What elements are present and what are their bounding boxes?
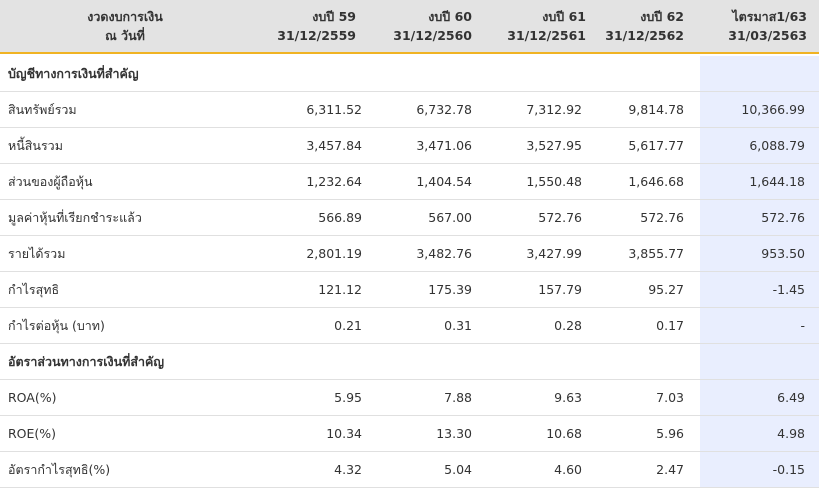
table-row: ROE(%) 10.34 13.30 10.68 5.96 4.98: [0, 416, 819, 452]
header-fy61-title: งบปี 61: [542, 9, 586, 24]
header-fy59-title: งบปี 59: [312, 9, 356, 24]
section-highlight-cell: [700, 56, 819, 91]
value-cell: 0.31: [444, 318, 472, 333]
header-fy62-date: 31/12/2562: [605, 28, 684, 43]
value-cell: 3,527.95: [526, 138, 582, 153]
value-cell: 6,311.52: [306, 102, 362, 117]
row-label: หนี้สินรวม: [8, 137, 63, 153]
section-header: บัญชีทางการเงินที่สำคัญ: [0, 56, 819, 92]
value-cell: 6,088.79: [700, 128, 819, 163]
value-cell: 3,482.76: [416, 246, 472, 261]
value-cell: 1,646.68: [628, 174, 684, 189]
value-cell: 5.04: [444, 462, 472, 477]
value-cell: 7.88: [444, 390, 472, 405]
value-cell: 157.79: [538, 282, 582, 297]
value-cell: 3,457.84: [306, 138, 362, 153]
value-cell: 3,427.99: [526, 246, 582, 261]
value-cell: 566.89: [318, 210, 362, 225]
value-cell: 4.98: [700, 416, 819, 451]
header-fy62: งบปี 62 31/12/2562: [590, 0, 700, 52]
table-row: กำไรต่อหุ้น (บาท) 0.21 0.31 0.28 0.17 -: [0, 308, 819, 344]
value-cell: 5,617.77: [628, 138, 684, 153]
row-label: กำไรต่อหุ้น (บาท): [8, 317, 105, 333]
header-period: งวดงบการเงิน ณ วันที่: [0, 0, 250, 52]
value-cell: 3,855.77: [628, 246, 684, 261]
table-row: ROA(%) 5.95 7.88 9.63 7.03 6.49: [0, 380, 819, 416]
section-header: อัตราส่วนทางการเงินที่สำคัญ: [0, 344, 819, 380]
table-row: กำไรสุทธิ 121.12 175.39 157.79 95.27 -1.45: [0, 272, 819, 308]
table-row: อัตรากำไรสุทธิ(%) 4.32 5.04 4.60 2.47 -0.15: [0, 452, 819, 488]
value-cell: 13.30: [436, 426, 472, 441]
value-cell: 9,814.78: [628, 102, 684, 117]
value-cell: 953.50: [700, 236, 819, 271]
row-label: กำไรสุทธิ: [8, 281, 60, 297]
value-cell: 10.68: [546, 426, 582, 441]
header-fy60-title: งบปี 60: [428, 9, 472, 24]
value-cell: 7,312.92: [526, 102, 582, 117]
value-cell: -: [700, 308, 819, 343]
value-cell: -0.15: [700, 452, 819, 487]
row-label: รายได้รวม: [8, 245, 66, 261]
row-label: มูลค่าหุ้นที่เรียกชำระแล้ว: [8, 209, 142, 225]
table-row: รายได้รวม 2,801.19 3,482.76 3,427.99 3,855.7…: [0, 236, 819, 272]
section-title: บัญชีทางการเงินที่สำคัญ: [8, 65, 139, 81]
row-label: สินทรัพย์รวม: [8, 101, 77, 117]
row-label: ROE(%): [8, 426, 57, 441]
section-title: อัตราส่วนทางการเงินที่สำคัญ: [8, 353, 165, 369]
header-fy61-date: 31/12/2561: [507, 28, 586, 43]
value-cell: 9.63: [554, 390, 582, 405]
table-row: หนี้สินรวม 3,457.84 3,471.06 3,527.95 5,617.…: [0, 128, 819, 164]
header-q1-63-date: 31/03/2563: [728, 28, 807, 43]
value-cell: 0.28: [554, 318, 582, 333]
header-fy61: งบปี 61 31/12/2561: [480, 0, 590, 52]
value-cell: 1,404.54: [416, 174, 472, 189]
value-cell: 5.96: [656, 426, 684, 441]
value-cell: 7.03: [656, 390, 684, 405]
value-cell: 0.17: [656, 318, 684, 333]
value-cell: 10,366.99: [700, 92, 819, 127]
value-cell: 1,550.48: [526, 174, 582, 189]
section-highlight-cell: [700, 344, 819, 379]
value-cell: 567.00: [428, 210, 472, 225]
header-q1-63-title: ไตรมาส1/63: [732, 9, 807, 24]
value-cell: 95.27: [648, 282, 684, 297]
row-label: อัตรากำไรสุทธิ(%): [8, 461, 111, 477]
table-row: สินทรัพย์รวม 6,311.52 6,732.78 7,312.92 9,81…: [0, 92, 819, 128]
header-date-label: ณ วันที่: [105, 28, 145, 43]
header-fy62-title: งบปี 62: [640, 9, 684, 24]
header-fy60: งบปี 60 31/12/2560: [370, 0, 480, 52]
header-period-label: งวดงบการเงิน: [87, 9, 163, 24]
value-cell: 3,471.06: [416, 138, 472, 153]
value-cell: 572.76: [538, 210, 582, 225]
value-cell: 6,732.78: [416, 102, 472, 117]
table-row: ส่วนของผู้ถือหุ้น 1,232.64 1,404.54 1,550.4…: [0, 164, 819, 200]
value-cell: 5.95: [334, 390, 362, 405]
table-row: มูลค่าหุ้นที่เรียกชำระแล้ว 566.89 567.00 57…: [0, 200, 819, 236]
value-cell: 2.47: [656, 462, 684, 477]
value-cell: 572.76: [700, 200, 819, 235]
value-cell: 6.49: [700, 380, 819, 415]
value-cell: -1.45: [700, 272, 819, 307]
value-cell: 2,801.19: [306, 246, 362, 261]
value-cell: 572.76: [640, 210, 684, 225]
value-cell: 10.34: [326, 426, 362, 441]
row-label: ส่วนของผู้ถือหุ้น: [8, 173, 93, 189]
header-fy59-date: 31/12/2559: [277, 28, 356, 43]
row-label: ROA(%): [8, 390, 57, 405]
header-fy60-date: 31/12/2560: [393, 28, 472, 43]
value-cell: 1,232.64: [306, 174, 362, 189]
value-cell: 4.60: [554, 462, 582, 477]
header-fy59: งบปี 59 31/12/2559: [250, 0, 370, 52]
value-cell: 175.39: [428, 282, 472, 297]
value-cell: 121.12: [318, 282, 362, 297]
value-cell: 1,644.18: [700, 164, 819, 199]
value-cell: 4.32: [334, 462, 362, 477]
table-header: งวดงบการเงิน ณ วันที่ งบปี 59 31/12/2559…: [0, 0, 819, 54]
value-cell: 0.21: [334, 318, 362, 333]
header-q1-63: ไตรมาส1/63 31/03/2563: [700, 0, 819, 52]
